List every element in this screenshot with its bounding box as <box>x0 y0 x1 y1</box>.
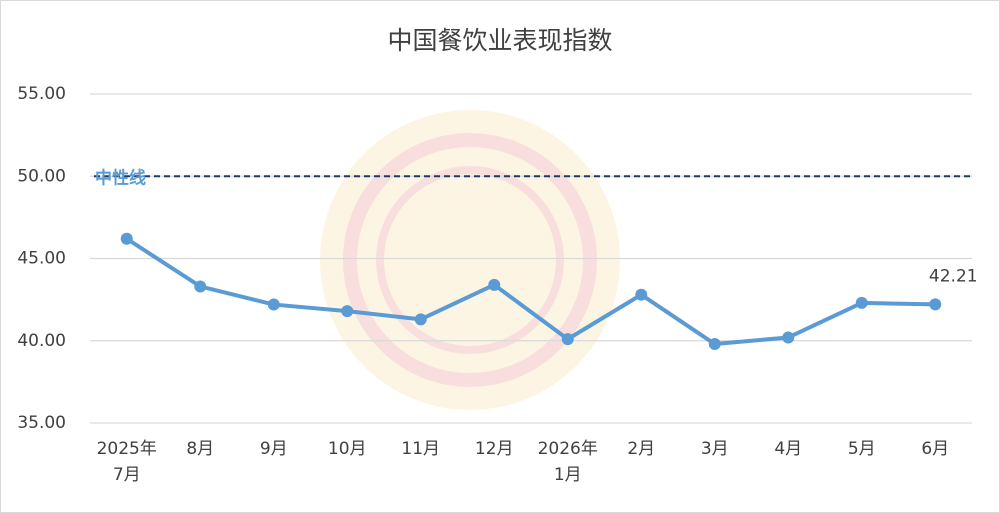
x-tick-label: 2月 <box>627 439 656 459</box>
data-point <box>561 333 574 346</box>
x-tick-label: 10月 <box>327 439 367 459</box>
x-tick-label: 5月 <box>847 439 876 459</box>
x-tick-label: 3月 <box>700 439 729 459</box>
data-point <box>120 232 133 245</box>
x-tick-label: 11月 <box>401 439 441 459</box>
x-tick-label: 4月 <box>774 439 803 459</box>
series-line <box>125 237 936 347</box>
chart-title: 中国餐饮业表现指数 <box>387 26 612 55</box>
data-point <box>708 338 721 351</box>
reference-label: 中性线 <box>95 167 146 188</box>
data-label: 42.21 <box>929 266 978 286</box>
data-point <box>635 288 648 301</box>
x-tick-label: 2026年 1月 <box>537 439 598 485</box>
y-tick-label: 50.00 <box>17 166 66 186</box>
y-tick-label: 45.00 <box>17 249 66 269</box>
watermark <box>320 110 620 410</box>
x-tick-label: 9月 <box>259 439 288 459</box>
data-point <box>488 278 501 291</box>
data-point <box>414 313 427 326</box>
data-point <box>194 280 207 293</box>
data-point <box>267 298 280 311</box>
data-point <box>782 331 795 344</box>
x-tick-label: 2025年 7月 <box>96 439 157 485</box>
y-tick-label: 40.00 <box>17 331 66 351</box>
y-tick-label: 55.00 <box>17 84 66 104</box>
y-tick-label: 35.00 <box>17 413 66 433</box>
data-point <box>855 296 868 309</box>
x-tick-label: 6月 <box>921 439 950 459</box>
data-point <box>929 298 942 311</box>
data-point <box>341 305 354 318</box>
x-tick-label: 8月 <box>186 439 215 459</box>
x-tick-label: 12月 <box>474 439 514 459</box>
